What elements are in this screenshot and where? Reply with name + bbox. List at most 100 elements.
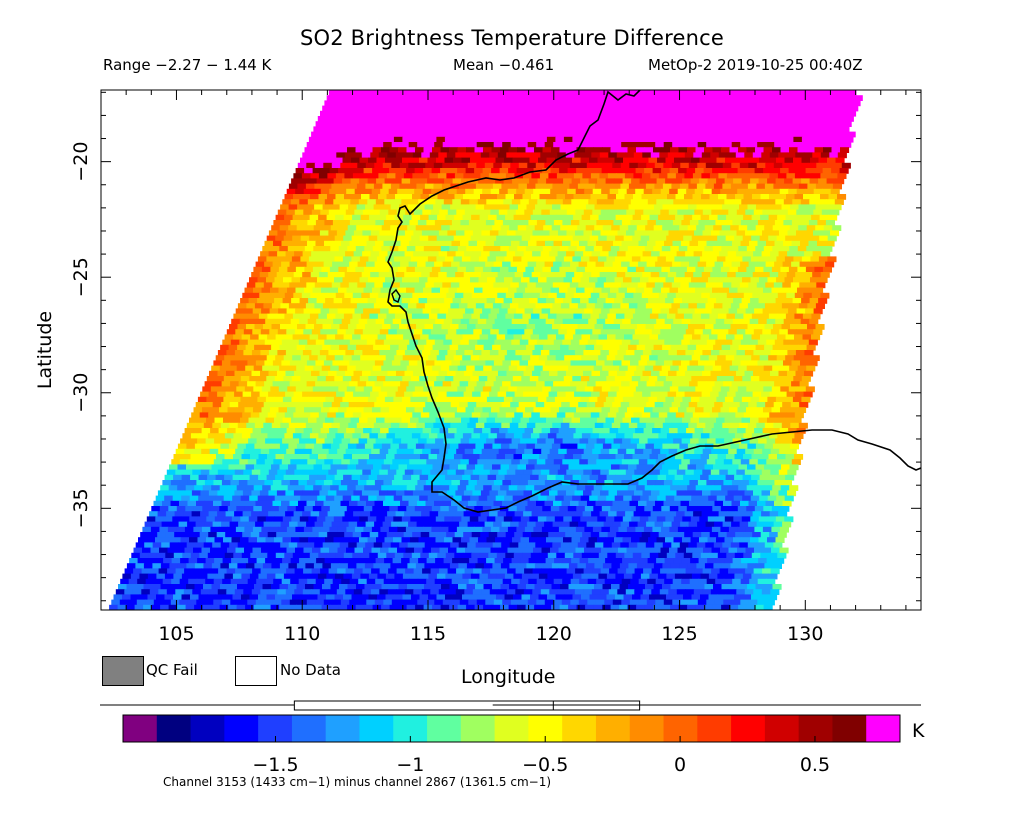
swath-pixel [428, 235, 438, 242]
swath-pixel [790, 422, 800, 429]
swath-pixel [652, 407, 662, 413]
swath-pixel [603, 402, 613, 408]
swath-pixel [506, 152, 516, 159]
swath-pixel [368, 136, 378, 143]
swath-pixel [728, 329, 738, 335]
swath-pixel [363, 188, 373, 195]
swath-pixel [732, 240, 742, 247]
swath-pixel [250, 454, 260, 460]
swath-pixel [286, 308, 296, 315]
swath-pixel [211, 464, 221, 471]
swath-pixel [760, 214, 770, 221]
swath-pixel [577, 105, 587, 112]
swath-pixel [388, 90, 398, 96]
swath-pixel [239, 339, 249, 346]
swath-pixel [840, 147, 850, 153]
swath-pixel [774, 339, 784, 346]
swath-pixel [599, 152, 609, 159]
swath-pixel [534, 126, 544, 133]
swath-pixel [632, 95, 642, 101]
swath-pixel [540, 370, 550, 377]
swath-pixel [712, 246, 722, 252]
swath-pixel [473, 448, 483, 455]
swath-pixel [250, 292, 260, 299]
swath-pixel [480, 272, 490, 278]
swath-pixel [416, 303, 426, 309]
swath-pixel [317, 256, 327, 263]
swath-pixel [251, 370, 261, 377]
swath-pixel [473, 428, 483, 434]
swath-pixel [781, 422, 791, 429]
swath-pixel [662, 225, 672, 231]
swath-pixel [760, 334, 770, 341]
swath-pixel [226, 329, 236, 335]
swath-pixel [618, 386, 628, 393]
swath-pixel [340, 381, 350, 387]
swath-pixel [528, 438, 538, 445]
swath-pixel [487, 157, 497, 164]
swath-pixel [712, 147, 722, 153]
swath-pixel [788, 308, 798, 315]
swath-pixel [600, 90, 610, 96]
swath-pixel [374, 261, 384, 268]
swath-pixel [823, 225, 833, 231]
swath-pixel [338, 287, 348, 294]
swath-pixel [786, 194, 796, 200]
swath-pixel [553, 381, 563, 387]
swath-pixel [779, 209, 789, 216]
swath-pixel [199, 412, 209, 419]
swath-pixel [420, 95, 430, 101]
swath-pixel [748, 261, 758, 268]
swath-pixel [792, 438, 802, 445]
swath-pixel [211, 365, 221, 372]
swath-pixel [320, 188, 330, 195]
swath-pixel [322, 324, 332, 330]
swath-pixel [482, 407, 492, 413]
swath-pixel [546, 136, 556, 143]
swath-pixel [718, 272, 728, 278]
swath-pixel [807, 162, 817, 169]
swath-pixel [787, 209, 797, 216]
swath-pixel [668, 131, 678, 138]
swath-pixel [727, 152, 737, 159]
swath-pixel [715, 121, 725, 127]
swath-pixel [343, 433, 353, 439]
swath-pixel [234, 391, 244, 398]
swath-pixel [615, 214, 625, 221]
swath-pixel [560, 344, 570, 351]
swath-pixel [478, 256, 488, 263]
swath-pixel [786, 292, 796, 299]
swath-pixel [403, 194, 413, 200]
swath-pixel [746, 407, 756, 413]
swath-pixel [799, 142, 809, 148]
swath-pixel [796, 230, 806, 237]
swath-pixel [334, 277, 344, 283]
swath-pixel [543, 204, 553, 211]
swath-pixel [445, 454, 455, 460]
swath-pixel [354, 188, 364, 195]
swath-pixel [763, 147, 773, 153]
swath-pixel [428, 433, 438, 439]
swath-pixel [563, 256, 573, 263]
swath-pixel [367, 298, 377, 304]
swath-pixel [314, 162, 324, 169]
swath-pixel [484, 324, 494, 330]
swath-pixel [319, 272, 329, 278]
swath-pixel [279, 365, 289, 372]
swath-pixel [763, 287, 773, 294]
swath-pixel [499, 386, 509, 393]
swath-pixel [777, 334, 787, 341]
swath-pixel [792, 417, 802, 424]
swath-pixel [346, 407, 356, 413]
swath-pixel [276, 272, 286, 278]
swath-pixel [778, 251, 788, 257]
swath-pixel [457, 168, 467, 174]
swath-pixel [386, 214, 396, 221]
swath-pixel [237, 464, 247, 471]
swath-pixel [345, 448, 355, 455]
swath-pixel [204, 381, 214, 387]
swath-pixel [296, 464, 306, 471]
swath-pixel [332, 100, 342, 107]
swath-pixel [520, 417, 530, 424]
swath-pixel [408, 381, 418, 387]
